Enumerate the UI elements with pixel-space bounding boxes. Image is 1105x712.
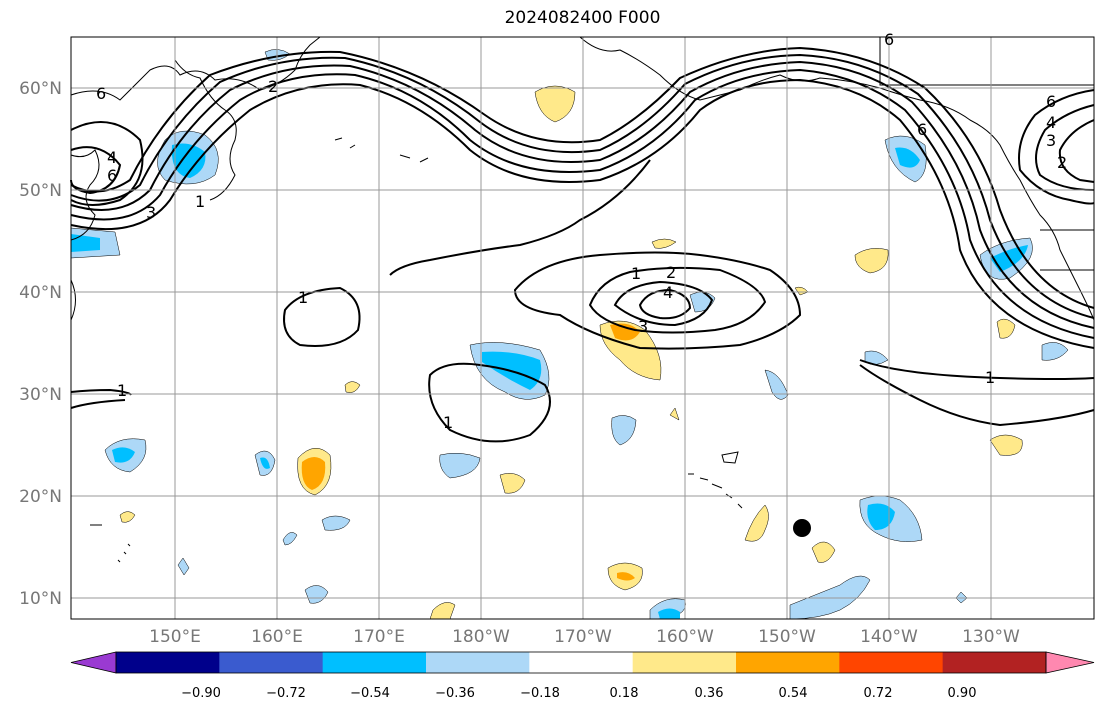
contour-label: 1	[298, 288, 308, 307]
lon-label: 170°W	[554, 627, 612, 647]
gridlines	[71, 37, 1094, 619]
contour-label: 4	[663, 283, 673, 302]
colorbar-tick-label: 0.18	[610, 686, 639, 701]
lon-label: 130°W	[962, 627, 1020, 647]
colorbar-tick-label: 0.72	[864, 686, 893, 701]
colorbar-tick-label: −0.90	[181, 686, 221, 701]
contour-label: 6	[107, 166, 117, 185]
lat-label: 50°N	[19, 181, 62, 201]
colorbar-segment	[839, 652, 944, 673]
contour-label: 6	[917, 120, 927, 139]
lon-label: 170°E	[353, 627, 405, 647]
contour-label: 6	[96, 84, 106, 103]
lon-label: 150°E	[149, 627, 201, 647]
contour-label: 2	[268, 77, 278, 96]
contour-label: 6	[1046, 92, 1056, 111]
contour-label: 3	[1046, 131, 1056, 150]
lat-label: 20°N	[19, 487, 62, 507]
map-border	[70, 36, 1095, 620]
lon-label: 140°W	[860, 627, 918, 647]
colorbar-segment	[736, 652, 840, 673]
colorbar-segment	[116, 652, 220, 673]
colorbar-segment	[219, 652, 324, 673]
colorbar-extend-left	[70, 651, 117, 674]
contour-label-layer: 6 4 6 3 1 2 1 1 1 1 2 4 3 1 6 6 4 3 2 6	[96, 30, 1067, 432]
latitude-labels: 60°N 50°N 40°N 30°N 20°N 10°N	[19, 79, 62, 609]
lon-label: 150°W	[758, 627, 816, 647]
colorbar: −0.90 −0.72 −0.54 −0.36 −0.18 0.18 0.36 …	[70, 651, 1095, 701]
colorbar-border	[115, 651, 1047, 674]
contour-label: 6	[884, 30, 894, 49]
contour-label: 1	[631, 264, 641, 283]
lat-label: 40°N	[19, 283, 62, 303]
lat-label: 10°N	[19, 589, 62, 609]
colorbar-segment	[942, 652, 1047, 673]
contour-label: 2	[666, 263, 676, 282]
colorbar-tick-label: 0.36	[695, 686, 724, 701]
colorbar-extend-right	[1045, 651, 1095, 674]
colorbar-tick-label: 0.54	[779, 686, 808, 701]
colorbar-segment	[632, 652, 737, 673]
colorbar-tick-label: 0.90	[948, 686, 977, 701]
colorbar-segment	[426, 652, 530, 673]
contour-label: 1	[443, 413, 453, 432]
contour-label: 3	[638, 317, 648, 336]
lon-label: 160°E	[251, 627, 303, 647]
colorbar-tick-label: −0.18	[520, 686, 560, 701]
longitude-labels: 150°E 160°E 170°E 180°W 170°W 160°W 150°…	[149, 627, 1020, 647]
storm-center-marker	[793, 519, 811, 537]
lon-label: 180°W	[452, 627, 510, 647]
colorbar-segment	[322, 652, 427, 673]
contour-label: 1	[195, 192, 205, 211]
contour-label: 4	[107, 148, 117, 167]
contour-layer	[70, 46, 1095, 443]
lon-label: 160°W	[656, 627, 714, 647]
contour-label: 4	[1046, 113, 1056, 132]
contour-label: 2	[1057, 153, 1067, 172]
lat-label: 30°N	[19, 385, 62, 405]
contour-label: 1	[985, 368, 995, 387]
lat-label: 60°N	[19, 79, 62, 99]
colorbar-tick-label: −0.54	[350, 686, 390, 701]
colorbar-segment	[529, 652, 634, 673]
contour-label: 3	[146, 203, 156, 222]
colorbar-tick-label: −0.36	[435, 686, 475, 701]
contour-label: 1	[117, 381, 127, 400]
colorbar-tick-label: −0.72	[266, 686, 306, 701]
map-title: 2024082400 F000	[504, 8, 661, 28]
